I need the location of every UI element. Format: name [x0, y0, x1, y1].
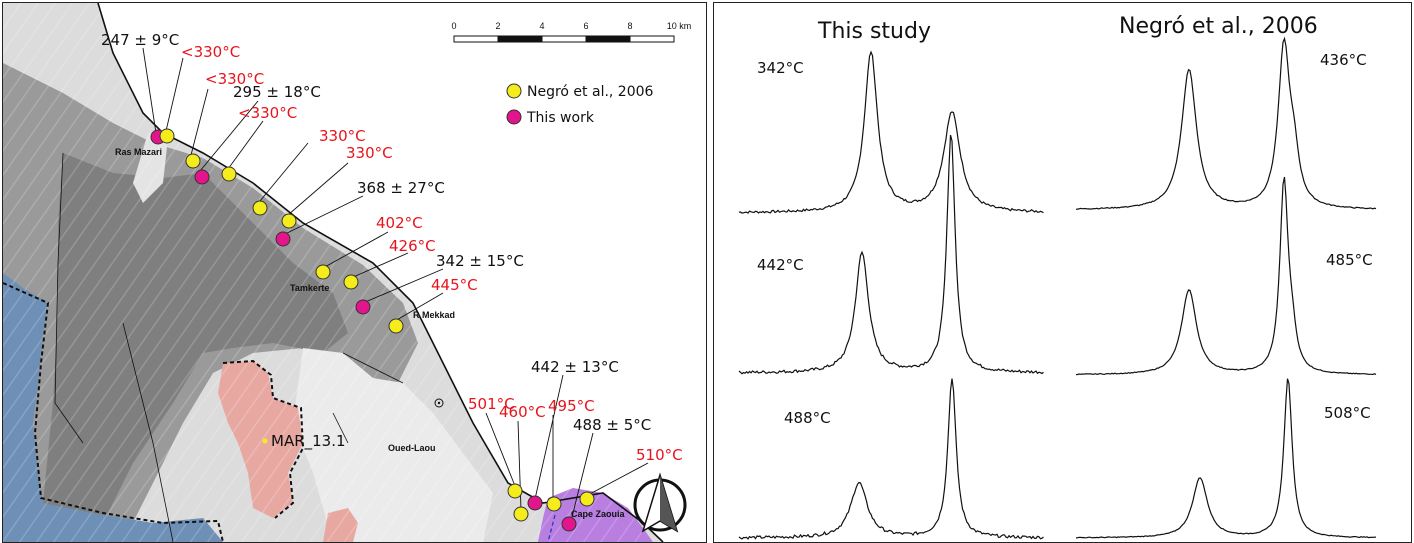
- temperature-label: 442 ± 13°C: [531, 358, 619, 376]
- spectrum-negro-3: [1075, 378, 1377, 539]
- leader-lines: [142, 47, 649, 522]
- sample-mar13-marker: [262, 438, 268, 444]
- spectrum-negro-1: [1075, 36, 1377, 210]
- scale-tick: 4: [539, 21, 544, 31]
- temperature-label: <330°C: [181, 43, 240, 61]
- town-symbol-dot: [437, 401, 441, 405]
- contact-line: [54, 152, 404, 542]
- spectra-canvas: This study Negró et al., 2006 342°C 442°…: [738, 14, 1377, 540]
- column-header-this-study: This study: [817, 19, 931, 44]
- spectrum-this-study-2: [738, 134, 1044, 375]
- scale-tick: 6: [583, 21, 588, 31]
- spectrum-temp-label: 508°C: [1324, 404, 1371, 422]
- raman-spectra-panel: This study Negró et al., 2006 342°C 442°…: [713, 2, 1412, 543]
- purple-contact: [547, 514, 556, 542]
- place-label: Cape Zaouia: [571, 509, 626, 519]
- temperature-label: 426°C: [389, 237, 436, 255]
- scale-tick: 10 km: [667, 21, 692, 31]
- scale-tick: 2: [495, 21, 500, 31]
- place-label: R Mekkad: [413, 310, 455, 320]
- place-label: Tamkerte: [290, 283, 329, 293]
- legend-swatch-this-work: [506, 109, 522, 125]
- sample-label: MAR_13.1: [271, 432, 346, 451]
- spectrum-this-study-1: [738, 50, 1044, 214]
- spectrum-temp-label: 342°C: [757, 59, 804, 77]
- town-symbol: [434, 398, 444, 408]
- temperature-labels: 247 ± 9°C <330°C <330°C 295 ± 18°C <330°…: [101, 31, 683, 464]
- temperature-label: 495°C: [548, 397, 595, 415]
- temperature-label: <330°C: [238, 104, 297, 122]
- scale-bar: 0 2 4 6 8 10 km: [451, 21, 692, 43]
- legend-label: This work: [526, 110, 595, 126]
- temperature-label: 368 ± 27°C: [357, 179, 445, 197]
- spectrum-temp-label: 488°C: [784, 409, 831, 427]
- scale-tick: 8: [627, 21, 632, 31]
- geologic-map: 0 2 4 6 8 10 km Negró et al., 2006 This …: [2, 2, 707, 543]
- temperature-label: 342 ± 15°C: [436, 252, 524, 270]
- legend-swatch-negro: [506, 83, 522, 99]
- temperature-label: 460°C: [499, 403, 546, 421]
- temperature-label: 501°C: [468, 395, 515, 413]
- temperature-label: <330°C: [205, 70, 264, 88]
- temperature-label: 488 ± 5°C: [573, 416, 651, 434]
- map-canvas: 0 2 4 6 8 10 km Negró et al., 2006 This …: [3, 3, 706, 542]
- spectrum-temp-label: 442°C: [757, 256, 804, 274]
- spectrum-negro-2: [1075, 176, 1377, 376]
- spectrum-temp-label: 436°C: [1320, 51, 1367, 69]
- temperature-label: 330°C: [346, 144, 393, 162]
- spectrum-this-study-3: [738, 378, 1044, 540]
- scale-tick: 0: [451, 21, 456, 31]
- temperature-label: 510°C: [636, 446, 683, 464]
- temperature-label: 402°C: [376, 214, 423, 232]
- relief-shading: [3, 3, 706, 542]
- thrust-fault-pink: [222, 359, 305, 519]
- thrust-fault: [3, 282, 224, 542]
- temperature-label: 445°C: [431, 276, 478, 294]
- sample-markers: [150, 128, 595, 532]
- column-header-negro: Negró et al., 2006: [1119, 14, 1318, 39]
- coastline: [97, 3, 664, 542]
- temperature-label: 295 ± 18°C: [233, 83, 321, 101]
- temperature-label: 330°C: [319, 127, 366, 145]
- place-label: Oued-Laou: [388, 443, 436, 453]
- temperature-label: 247 ± 9°C: [101, 31, 179, 49]
- spectrum-temp-label: 485°C: [1326, 251, 1373, 269]
- place-label: Ras Mazari: [115, 147, 162, 157]
- north-arrow-icon: [633, 472, 687, 533]
- legend-label: Negró et al., 2006: [527, 84, 654, 100]
- map-legend: Negró et al., 2006 This work: [506, 83, 654, 126]
